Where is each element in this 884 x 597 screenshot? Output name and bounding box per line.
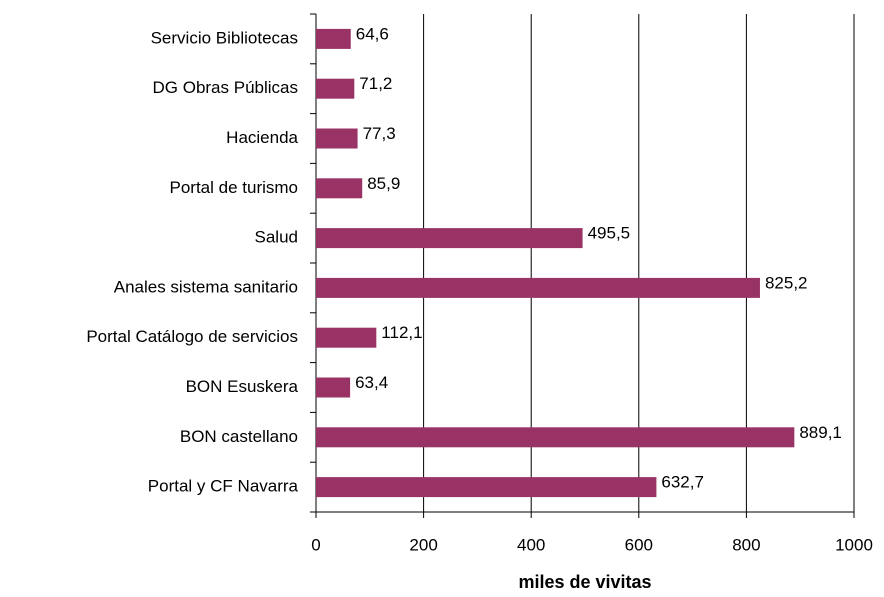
bar xyxy=(316,327,377,348)
bar xyxy=(316,228,583,249)
y-tick-label: BON Esuskera xyxy=(186,377,299,396)
data-label: 889,1 xyxy=(799,423,842,442)
x-axis-title: miles de vivitas xyxy=(518,572,651,592)
data-label: 632,7 xyxy=(661,473,704,492)
bar xyxy=(316,377,351,398)
data-label: 112,1 xyxy=(381,323,422,342)
y-tick-label: Portal de turismo xyxy=(170,178,299,197)
data-label: 825,2 xyxy=(765,273,808,292)
y-tick-label: Anales sistema sanitario xyxy=(114,277,298,296)
bar xyxy=(316,28,351,49)
data-label: 85,9 xyxy=(367,174,400,193)
bar xyxy=(316,178,363,199)
x-tick-label: 0 xyxy=(311,535,320,554)
x-tick-label: 400 xyxy=(517,535,545,554)
bar xyxy=(316,277,760,298)
y-tick-label: BON castellano xyxy=(180,427,298,446)
y-tick-label: Portal y CF Navarra xyxy=(148,477,299,496)
y-tick-label: Salud xyxy=(255,228,298,247)
y-tick-label: Portal Catálogo de servicios xyxy=(86,327,298,346)
data-label: 77,3 xyxy=(363,124,396,143)
x-tick-label: 1000 xyxy=(835,535,873,554)
data-label: 63,4 xyxy=(355,373,388,392)
y-tick-label: DG Obras Públicas xyxy=(153,78,299,97)
bar xyxy=(316,128,358,149)
bar xyxy=(316,477,657,498)
data-label: 495,5 xyxy=(588,224,631,243)
bar xyxy=(316,427,795,448)
x-tick-label: 200 xyxy=(409,535,437,554)
data-label: 64,6 xyxy=(356,24,389,43)
y-tick-label: Servicio Bibliotecas xyxy=(151,28,298,47)
data-label: 71,2 xyxy=(359,74,392,93)
bar xyxy=(316,78,355,99)
y-tick-label: Hacienda xyxy=(226,128,298,147)
x-tick-label: 800 xyxy=(732,535,760,554)
x-tick-label: 600 xyxy=(625,535,653,554)
